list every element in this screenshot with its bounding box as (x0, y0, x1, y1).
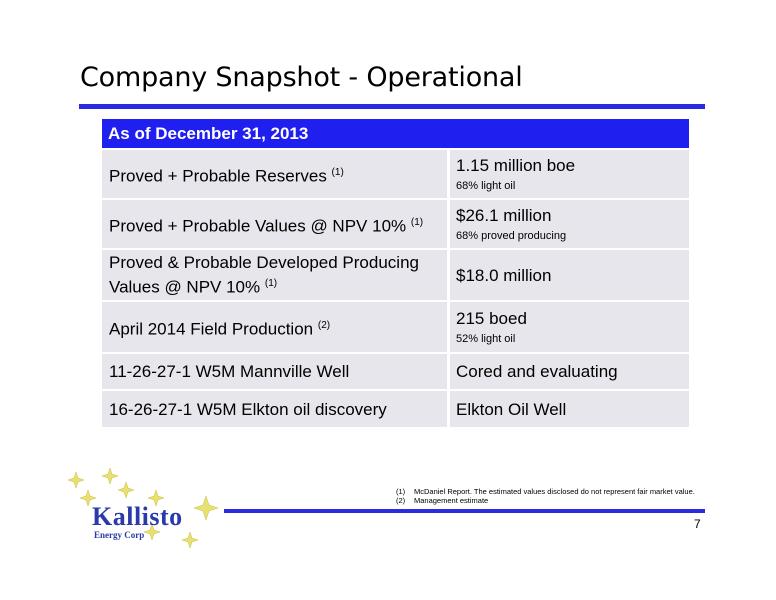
page-number: 7 (694, 517, 701, 531)
logo-wordmark: Kallisto (92, 502, 183, 531)
row-label: April 2014 Field Production (2) (102, 300, 449, 353)
row-subvalue: 68% proved producing (456, 230, 567, 242)
star-icon (101, 467, 119, 485)
table-row: Proved & Probable Developed Producing Va… (102, 248, 689, 301)
footnote: (1) McDaniel Report. The estimated values… (396, 487, 695, 496)
row-value: 1.15 million boe 68% light oil (447, 148, 689, 199)
row-value: $26.1 million 68% proved producing (447, 198, 689, 249)
title-divider (79, 104, 705, 109)
star-icon (147, 489, 165, 507)
footer-divider (224, 509, 705, 513)
slide-title: Company Snapshot - Operational (80, 62, 523, 93)
star-icon (79, 489, 97, 507)
star-icon (117, 481, 135, 499)
table-row: 11-26-27-1 W5M Mannville Well Cored and … (102, 352, 689, 390)
footnote-ref: (1) (331, 166, 344, 178)
table-row: 16-26-27-1 W5M Elkton oil discovery Elkt… (102, 389, 689, 427)
row-label: Proved & Probable Developed Producing Va… (102, 248, 449, 301)
row-label: Proved + Probable Values @ NPV 10% (1) (102, 198, 449, 249)
table-row: Proved + Probable Values @ NPV 10% (1) $… (102, 198, 689, 249)
table-header-row: As of December 31, 2013 (102, 119, 689, 149)
row-value: Cored and evaluating (447, 352, 689, 390)
row-subvalue: 68% light oil (456, 180, 516, 192)
footnotes: (1) McDaniel Report. The estimated values… (396, 487, 695, 505)
star-icon (193, 495, 219, 521)
kallisto-logo (67, 467, 219, 549)
star-icon (181, 531, 199, 549)
footnote-ref: (1) (410, 216, 424, 228)
star-icon (143, 523, 161, 541)
table-row: Proved + Probable Reserves (1) 1.15 mill… (102, 148, 689, 199)
footnote-ref: (2) (317, 319, 331, 331)
row-label: Proved + Probable Reserves (1) (102, 148, 449, 199)
logo-tagline: Energy Corp (94, 530, 145, 540)
footnote-ref: (1) (264, 278, 278, 290)
row-value: $18.0 million (447, 248, 689, 301)
row-label: 16-26-27-1 W5M Elkton oil discovery (102, 389, 449, 427)
star-icon (67, 471, 85, 489)
footnote: (2) Management estimate (396, 496, 489, 505)
row-value: 215 boed 52% light oil (447, 300, 689, 353)
row-label: 11-26-27-1 W5M Mannville Well (102, 352, 449, 390)
table-header: As of December 31, 2013 (102, 119, 689, 149)
row-subvalue: 52% light oil (456, 333, 516, 345)
row-value: Elkton Oil Well (447, 389, 689, 427)
table-row: April 2014 Field Production (2) 215 boed… (102, 300, 689, 353)
snapshot-table: As of December 31, 2013 Proved + Probabl… (102, 119, 689, 427)
